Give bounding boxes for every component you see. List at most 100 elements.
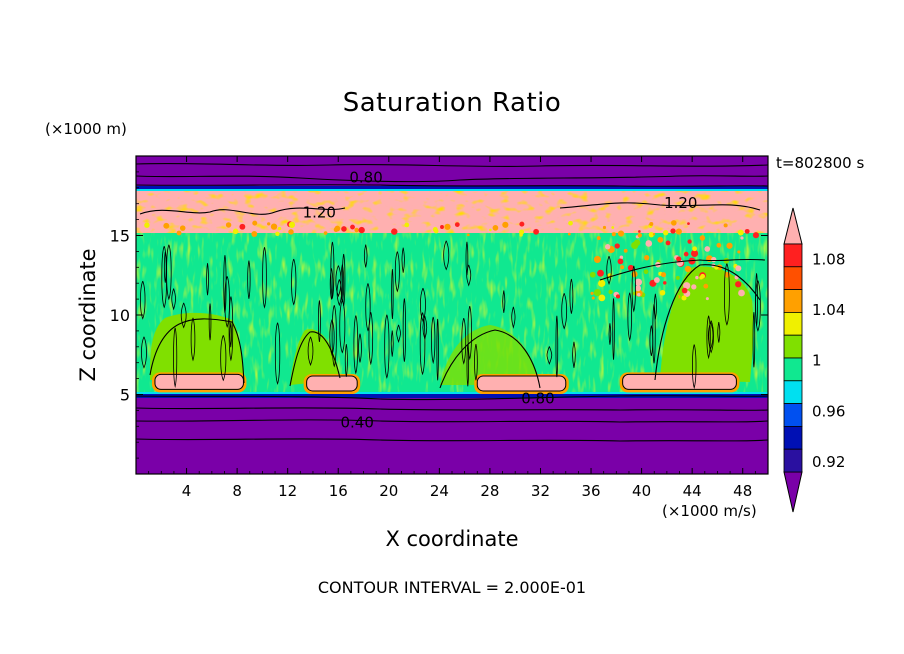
streak-contour [706, 315, 711, 360]
streak-contour [612, 298, 615, 360]
turbulence-dot [700, 273, 706, 279]
boundary-dot [602, 225, 607, 230]
chart-title: Saturation Ratio [342, 88, 562, 118]
streak-contour [140, 280, 146, 320]
colorbar-box [783, 380, 803, 404]
boundary-dot [737, 229, 744, 236]
x-tick-label: 16 [329, 482, 348, 500]
boundary-dot [752, 232, 760, 239]
turbulence-dot [637, 292, 641, 297]
streak-contour [173, 327, 178, 388]
streak-contour [752, 312, 756, 368]
streak-contour [247, 260, 251, 299]
streak-contour [717, 321, 721, 343]
boundary-dot [649, 221, 654, 226]
boundary-dot [179, 225, 186, 231]
upper-blue-edge [136, 186, 768, 190]
boundary-dot [341, 226, 347, 232]
streak-contour [336, 279, 342, 307]
boundary-dot [252, 220, 258, 226]
boundary-dot [466, 233, 470, 237]
turbulence-dot [620, 265, 625, 270]
turbulence-dot [593, 255, 601, 263]
boundary-dot [637, 233, 643, 238]
boundary-dot [670, 228, 676, 234]
supersaturated-patch [622, 373, 737, 390]
turbulence-dot [683, 251, 689, 257]
boundary-dot [611, 232, 616, 237]
x-tick-label: 12 [278, 482, 297, 500]
contour-label: 0.80 [349, 169, 382, 187]
boundary-dot [275, 231, 280, 236]
turbulence-dot [681, 295, 687, 301]
boundary-dot [232, 228, 239, 235]
streak-contour [141, 336, 147, 369]
boundary-dot [288, 229, 294, 235]
boundary-dot [648, 231, 655, 238]
turbulence-dot [740, 236, 744, 240]
boundary-dot [323, 231, 328, 235]
streak-contour [561, 293, 568, 330]
colorbar-label: 1 [812, 352, 822, 370]
boundary-dot [567, 232, 571, 236]
colorbar-bottom-triangle [783, 471, 803, 513]
streak-contour [166, 244, 172, 301]
contour-line [559, 202, 761, 211]
streak-contour [546, 346, 553, 365]
contour-line [149, 318, 245, 384]
turbulence-dot [659, 289, 666, 296]
boundary-dot [454, 222, 460, 227]
streak-contour [466, 264, 472, 287]
streak-contour [608, 323, 612, 345]
streak-contour [190, 317, 196, 362]
contour-line [599, 258, 766, 281]
streak-contour [368, 312, 374, 366]
streak-contour [291, 258, 297, 306]
streak-contour [224, 276, 230, 328]
turbulence-dot [635, 285, 642, 292]
y-tick-label: 10 [110, 306, 130, 325]
streak-contour [365, 283, 371, 332]
turbulence-dot [725, 278, 732, 285]
streak-contour [274, 322, 281, 385]
streak-contour [723, 263, 730, 326]
turbulence-dot [660, 272, 667, 278]
boundary-dot [251, 231, 258, 237]
x-tick-label: 40 [632, 482, 651, 500]
streak-contour [420, 287, 426, 323]
turbulence-dot [593, 288, 602, 297]
y-tick-label: 5 [120, 386, 130, 405]
turbulence-dot [643, 254, 650, 261]
boundary-dot [663, 230, 669, 236]
colorbar-label: 1.08 [812, 250, 845, 268]
colorbar-box [783, 311, 803, 336]
streak-contour [223, 255, 227, 313]
boundary-dot [288, 221, 296, 228]
boundary-dot [444, 223, 451, 230]
boundary-dot [267, 222, 271, 226]
contour-line [136, 175, 768, 183]
streak-contour [627, 292, 632, 342]
turbulence-dot [604, 244, 611, 250]
turbulence-dot [716, 242, 722, 248]
streak-contour [344, 344, 348, 377]
turbulence-dot [631, 241, 639, 249]
boundary-dot [675, 228, 682, 235]
contour-interval-note: CONTOUR INTERVAL = 2.000E-01 [317, 578, 587, 597]
streak-contour [436, 318, 439, 381]
boundary-dot [533, 228, 539, 235]
boundary-dot [744, 228, 750, 234]
turbulence-dot [615, 294, 621, 299]
turbulence-dot [697, 285, 703, 291]
streak-contour [228, 296, 234, 362]
turbulence-dot [619, 255, 624, 260]
boundary-dot [518, 229, 525, 235]
boundary-dot [671, 220, 677, 226]
turbulence-dot [598, 294, 606, 302]
turbulence-dot [643, 269, 649, 275]
streak-contour [419, 312, 426, 376]
upper-cyan-edge [136, 189, 768, 192]
turbulence-dot [617, 258, 624, 265]
colorbar-box [783, 266, 803, 290]
turbulence-dot [709, 274, 716, 281]
